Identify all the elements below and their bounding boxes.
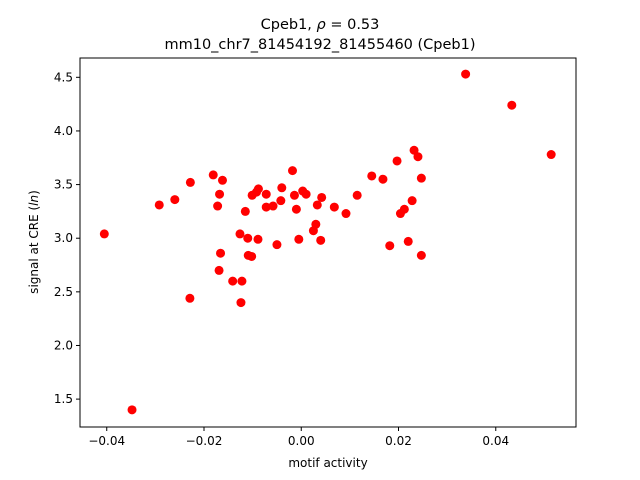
data-point-25 xyxy=(261,189,271,199)
x-tick-label-3: 0.02 xyxy=(385,434,412,448)
data-point-55 xyxy=(416,250,426,260)
data-point-4 xyxy=(185,177,195,187)
data-point-6 xyxy=(208,170,218,180)
data-point-57 xyxy=(507,100,517,110)
data-point-43 xyxy=(352,190,362,200)
data-point-23 xyxy=(253,234,263,244)
y-tick-label-6: 4.5 xyxy=(54,70,73,84)
y-tick-label-4: 3.5 xyxy=(54,178,73,192)
x-axis-label: motif activity xyxy=(288,456,367,470)
data-point-0 xyxy=(99,229,109,239)
data-point-51 xyxy=(407,196,417,206)
chart-title-line2: mm10_chr7_81454192_81455460 (Cpeb1) xyxy=(164,37,475,53)
data-point-40 xyxy=(317,192,327,202)
data-point-42 xyxy=(341,209,351,219)
y-tick-label-1: 2.0 xyxy=(54,338,73,352)
plot-area-frame xyxy=(79,57,577,428)
data-point-27 xyxy=(272,240,282,250)
data-point-11 xyxy=(214,265,224,275)
data-point-46 xyxy=(385,241,395,251)
data-point-12 xyxy=(228,276,238,286)
x-tick-label-1: −0.02 xyxy=(186,434,223,448)
data-point-10 xyxy=(216,248,226,258)
data-point-24 xyxy=(261,202,271,212)
data-point-3 xyxy=(170,195,180,205)
data-point-28 xyxy=(276,196,286,206)
data-point-32 xyxy=(291,204,301,214)
data-point-14 xyxy=(237,276,247,286)
data-point-8 xyxy=(215,189,225,199)
data-point-19 xyxy=(247,251,257,261)
data-points xyxy=(99,69,556,415)
data-point-17 xyxy=(243,233,253,243)
data-point-5 xyxy=(185,293,195,303)
data-point-41 xyxy=(329,202,339,212)
x-tick-label-0: −0.04 xyxy=(88,434,125,448)
y-tick-label-3: 3.0 xyxy=(54,231,73,245)
y-tick-label-2: 2.5 xyxy=(54,285,73,299)
data-point-16 xyxy=(240,206,250,216)
data-point-44 xyxy=(367,171,377,181)
chart-title-line1: Cpeb1, ρ = 0.53 xyxy=(261,17,380,33)
data-point-1 xyxy=(127,405,137,415)
data-point-53 xyxy=(413,152,423,162)
y-axis-ticks: 1.5 2.0 2.5 3.0 3.5 4.0 4.5 xyxy=(54,70,80,406)
data-point-47 xyxy=(392,156,402,166)
data-point-54 xyxy=(416,173,426,183)
data-point-58 xyxy=(546,150,556,160)
data-point-9 xyxy=(217,175,227,185)
data-point-37 xyxy=(311,219,321,229)
data-point-38 xyxy=(312,200,322,210)
data-point-29 xyxy=(277,183,287,193)
data-point-50 xyxy=(403,236,413,246)
data-point-13 xyxy=(235,229,245,239)
y-axis-label: signal at CRE (ln) xyxy=(27,190,41,294)
y-tick-label-5: 4.0 xyxy=(54,124,73,138)
data-point-2 xyxy=(154,200,164,210)
data-point-49 xyxy=(399,204,409,214)
x-axis-ticks: −0.04 −0.02 0.00 0.02 0.04 xyxy=(88,427,509,448)
data-point-7 xyxy=(213,201,223,211)
data-point-30 xyxy=(288,166,297,176)
x-tick-label-4: 0.04 xyxy=(482,434,509,448)
data-point-33 xyxy=(294,234,304,244)
data-point-35 xyxy=(301,189,311,199)
data-point-15 xyxy=(236,298,246,308)
data-point-56 xyxy=(461,69,471,79)
x-tick-label-2: 0.00 xyxy=(288,434,315,448)
data-point-22 xyxy=(253,184,263,194)
y-tick-label-0: 1.5 xyxy=(54,392,73,406)
data-point-45 xyxy=(378,174,388,184)
data-point-26 xyxy=(268,201,278,211)
data-point-31 xyxy=(289,190,299,200)
data-point-39 xyxy=(316,235,326,245)
